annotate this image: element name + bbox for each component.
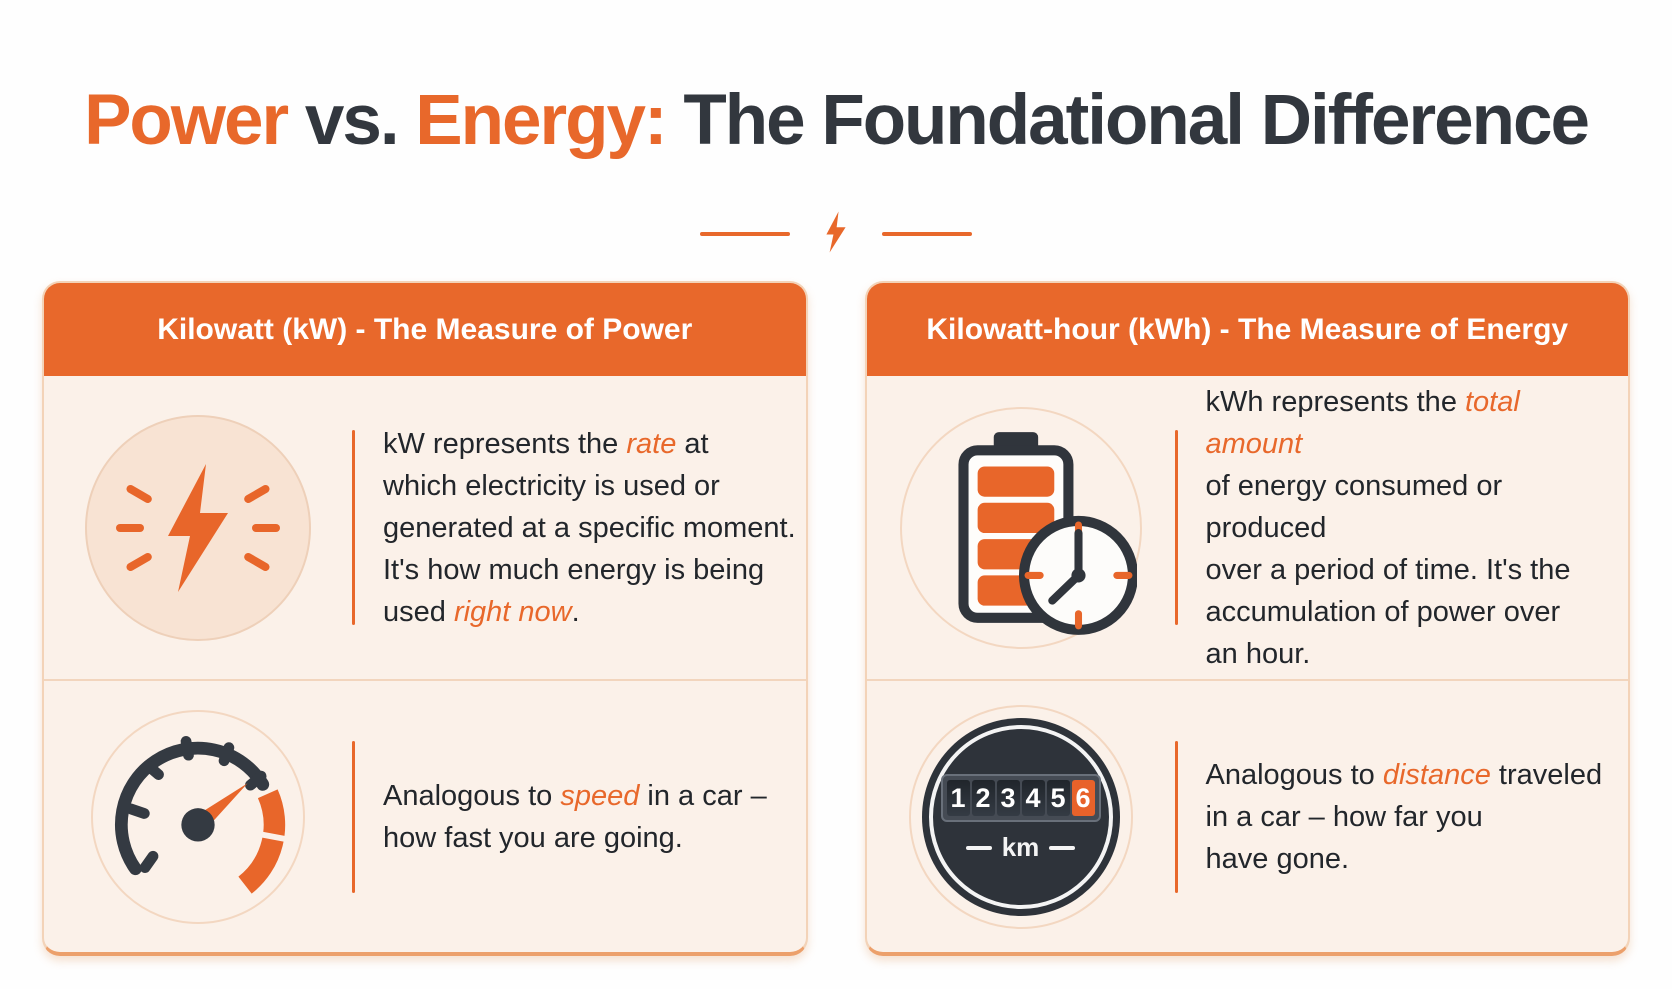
odometer-digit-highlight: 6 [1071, 780, 1095, 817]
comparison-cards: Kilowatt (kW) - The Measure of Power [42, 281, 1630, 957]
divider-line-right [882, 232, 972, 237]
accent-rule [1174, 430, 1178, 626]
card-kilowatt-header: Kilowatt (kW) - The Measure of Power [44, 283, 806, 377]
odometer-digit: 2 [971, 780, 995, 817]
accent-rule [352, 740, 355, 893]
divider-line-left [700, 232, 790, 237]
odometer-dash-left [965, 845, 992, 850]
odometer-unit-label: km [1001, 832, 1040, 863]
accent-rule [1174, 740, 1178, 893]
lightning-bolt-icon [820, 206, 852, 263]
odometer-digits: 1 2 3 4 5 6 [940, 774, 1101, 823]
lightning-bolt-burst-icon [85, 414, 311, 641]
page-title: Power vs. Energy: The Foundational Diffe… [84, 80, 1590, 160]
card-kilowatt-title: Kilowatt (kW) - The Measure of Power [157, 312, 693, 346]
accent-rule [352, 430, 355, 626]
kw-definition-text: kW represents the rate at which electrici… [383, 427, 796, 628]
title-divider [0, 207, 1672, 261]
card-kilowatt-hour-title: Kilowatt-hour (kWh) - The Measure of Ene… [926, 312, 1569, 346]
card-kilowatt: Kilowatt (kW) - The Measure of Power [42, 281, 808, 957]
odometer-digit: 4 [1021, 780, 1045, 817]
odometer-digit: 5 [1046, 780, 1070, 817]
card-kilowatt-hour-header: Kilowatt-hour (kWh) - The Measure of Ene… [866, 283, 1628, 377]
kw-analogy-row: Analogous to speed in a car – how fast yo… [44, 681, 806, 952]
card-kilowatt-hour: Kilowatt-hour (kWh) - The Measure of Ene… [864, 281, 1630, 957]
kw-analogy-text: Analogous to speed in a car – how fast yo… [383, 779, 767, 854]
kwh-definition-text: kWh represents the total amount of energy… [1205, 385, 1571, 670]
odometer-digit: 3 [996, 780, 1020, 817]
kwh-definition-row: kWh represents the total amount of energy… [866, 376, 1628, 682]
kwh-analogy-row: 1 2 3 4 5 6 km [867, 681, 1629, 952]
kwh-analogy-text: Analogous to distance traveled in a car –… [1205, 758, 1603, 875]
speedometer-icon [91, 709, 305, 924]
odometer-dash-right [1049, 845, 1076, 850]
battery-clock-icon [899, 406, 1142, 649]
kw-definition-row: kW represents the rate at which electrici… [44, 376, 806, 682]
odometer-icon: 1 2 3 4 5 6 km [908, 704, 1133, 929]
odometer-digit: 1 [946, 780, 970, 817]
